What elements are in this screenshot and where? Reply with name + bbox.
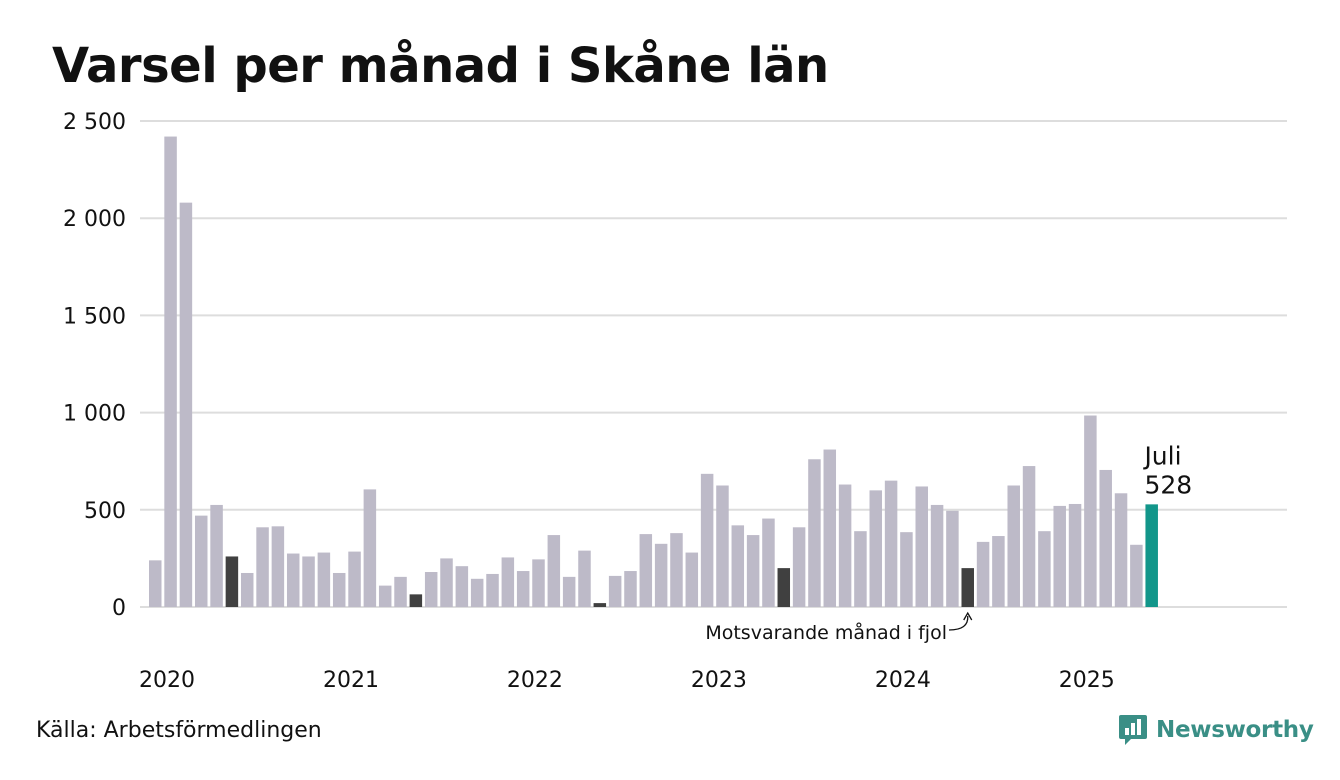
callout-month: Juli: [1142, 441, 1181, 470]
bar: [378, 585, 392, 607]
bar: [256, 527, 269, 607]
bar: [516, 571, 530, 607]
bar: [1007, 485, 1020, 607]
x-tick-label: 2024: [875, 668, 931, 693]
bar: [762, 518, 775, 607]
bar: [639, 534, 653, 607]
y-tick-label: 1 000: [63, 402, 126, 427]
source-note: Källa: Arbetsförmedlingen: [36, 718, 322, 743]
gridlines: [140, 120, 1287, 608]
bar: [394, 576, 407, 607]
bar: [363, 489, 377, 607]
bar: [823, 449, 837, 607]
y-tick-label: 2 000: [63, 207, 126, 232]
bar: [1099, 469, 1112, 607]
bar: [716, 485, 729, 607]
bar: [854, 531, 867, 607]
y-tick-label: 1 500: [63, 304, 126, 329]
bar: [700, 473, 714, 607]
bar: [240, 572, 254, 607]
annotation-arrowhead: [963, 611, 973, 621]
bar-previous-year: [961, 568, 974, 607]
annotation-previous-year: Motsvarande månad i fjol: [705, 621, 947, 644]
bar: [869, 490, 883, 607]
bar: [1114, 493, 1128, 607]
y-tick-label: 0: [112, 596, 126, 621]
bar: [930, 504, 944, 607]
bar-previous-year: [777, 568, 791, 607]
bar: [1038, 531, 1051, 607]
bar: [838, 484, 852, 607]
bar: [164, 136, 177, 608]
bar: [194, 515, 208, 607]
bar: [332, 572, 346, 607]
bar: [792, 527, 806, 607]
y-tick-label: 2 500: [63, 110, 126, 135]
bar: [1084, 415, 1097, 607]
bar: [547, 535, 561, 607]
y-axis-labels: 0 500 1 000 1 500 2 000 2 500: [63, 110, 126, 621]
bar: [286, 553, 300, 607]
bar: [731, 525, 745, 607]
x-tick-label: 2023: [691, 668, 747, 693]
bar: [179, 202, 193, 607]
x-axis-labels: 2020 2021 2022 2023 2024 2025: [139, 668, 1115, 693]
bar: [685, 552, 699, 607]
bar: [210, 504, 223, 607]
bars: [149, 136, 1158, 608]
bar: [608, 575, 622, 607]
bar: [808, 459, 821, 607]
brand-logo: Newsworthy: [1118, 713, 1314, 747]
bar: [992, 536, 1005, 607]
callout-value: 528: [1144, 470, 1192, 499]
bar: [440, 558, 453, 607]
bar: [624, 571, 637, 607]
bar: [1130, 544, 1143, 607]
bar: [501, 557, 515, 607]
newsworthy-logo-icon: [1119, 715, 1147, 745]
bar: [486, 573, 499, 607]
bar: [271, 526, 285, 607]
bar: [976, 541, 990, 607]
x-tick-label: 2022: [507, 668, 563, 693]
y-tick-label: 500: [84, 499, 126, 524]
bar: [302, 556, 315, 607]
bar-previous-year: [593, 603, 607, 607]
bar-previous-year: [225, 556, 239, 607]
bar: [562, 576, 576, 607]
bar: [654, 543, 668, 607]
bar: [884, 480, 898, 607]
chart-title: Varsel per månad i Skåne län: [52, 38, 829, 94]
bar: [1022, 466, 1036, 607]
bar: [455, 566, 469, 607]
bar: [348, 551, 361, 607]
bar: [424, 572, 438, 607]
bar-current-month: [1145, 504, 1158, 607]
brand-name: Newsworthy: [1156, 717, 1314, 743]
bar: [1053, 505, 1066, 607]
bar: [578, 550, 591, 607]
bar: [317, 552, 331, 607]
bar: [900, 532, 913, 607]
bar: [670, 533, 683, 607]
bar-previous-year: [409, 594, 423, 607]
bar: [532, 559, 545, 607]
bar: [149, 560, 162, 607]
x-tick-label: 2021: [323, 668, 379, 693]
x-tick-label: 2025: [1059, 668, 1115, 693]
x-tick-label: 2020: [139, 668, 195, 693]
bar: [1068, 503, 1082, 607]
bar: [946, 510, 959, 607]
bar: [915, 486, 928, 607]
bar: [470, 578, 484, 607]
bar: [746, 535, 760, 607]
annotation-arrow: [948, 615, 969, 631]
